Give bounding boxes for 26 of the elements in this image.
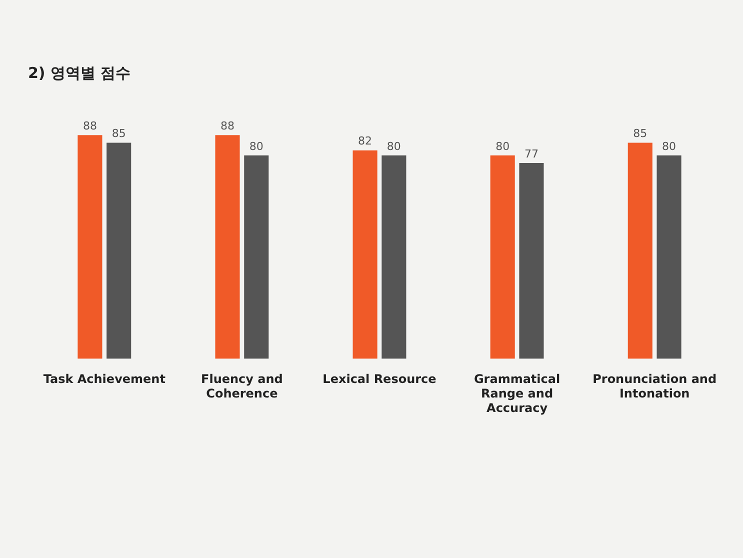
data-label: 80 bbox=[249, 140, 264, 153]
bar bbox=[382, 155, 406, 359]
data-label: 85 bbox=[633, 127, 648, 140]
bar bbox=[490, 155, 515, 359]
bar bbox=[352, 150, 378, 359]
x-tick-label: Task Achievement bbox=[43, 372, 166, 386]
bar bbox=[519, 163, 544, 359]
bar bbox=[215, 135, 240, 359]
bar bbox=[656, 155, 682, 359]
data-label: 82 bbox=[358, 134, 372, 148]
bar bbox=[78, 135, 102, 359]
data-label: 85 bbox=[112, 127, 126, 140]
bar bbox=[628, 142, 652, 359]
chart-title: 2) 영역별 점수 bbox=[28, 64, 131, 83]
bar bbox=[244, 155, 269, 359]
x-tick-label: Pronunciation and Intonation bbox=[592, 372, 717, 401]
data-label: 77 bbox=[524, 147, 538, 160]
x-tick-label: Fluency and Coherence bbox=[200, 372, 283, 401]
data-label: 80 bbox=[386, 140, 401, 153]
x-tick-label: Grammatical Range and Accuracy bbox=[474, 372, 560, 415]
bar bbox=[106, 142, 132, 359]
data-label: 88 bbox=[220, 119, 234, 132]
data-label: 80 bbox=[662, 140, 676, 153]
data-label: 88 bbox=[82, 119, 97, 132]
data-label: 80 bbox=[496, 140, 510, 153]
x-tick-label: Lexical Resource bbox=[322, 372, 436, 386]
